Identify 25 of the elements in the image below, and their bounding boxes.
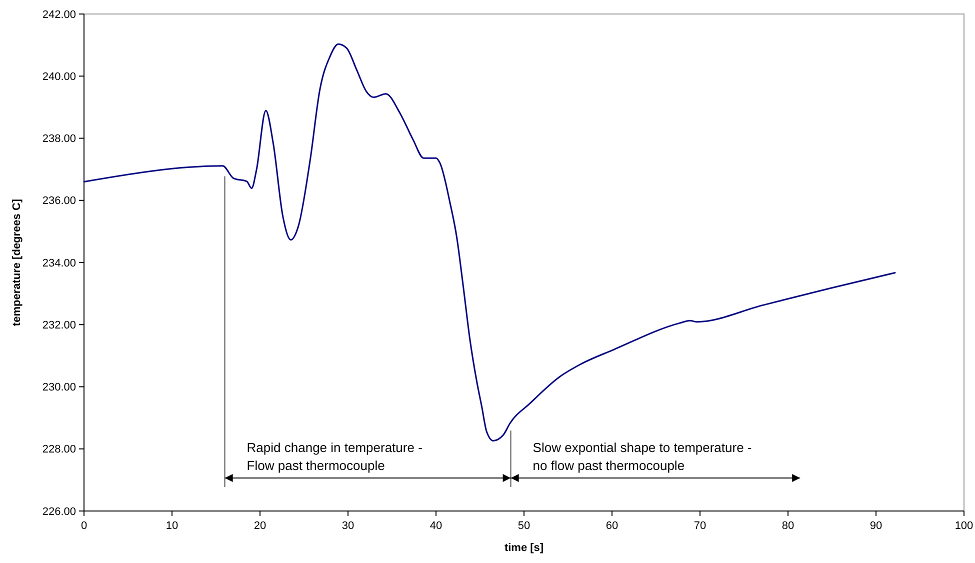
y-axis-title: temperature [degrees C]	[11, 198, 23, 326]
x-tick-label: 60	[606, 520, 618, 532]
x-tick-label: 80	[782, 520, 794, 532]
y-tick-label: 234.00	[42, 257, 76, 270]
x-axis-title: time [s]	[504, 542, 544, 554]
y-tick-label: 230.00	[42, 382, 76, 394]
y-tick-label: 226.00	[42, 506, 76, 518]
y-tick-label: 232.00	[42, 319, 76, 332]
x-tick-label: 10	[166, 520, 178, 532]
y-tick-label: 238.00	[42, 133, 76, 146]
x-tick-label: 100	[954, 520, 974, 532]
x-tick-label: 30	[342, 520, 354, 532]
x-tick-label: 90	[870, 520, 882, 532]
x-tick-label: 0	[80, 520, 88, 532]
y-tick-label: 236.00	[42, 195, 76, 208]
x-tick-label: 70	[694, 520, 706, 532]
annotation: Slow expontial shape to temperature - no flow past thermocouple	[532, 440, 752, 473]
x-tick-label: 40	[430, 520, 442, 532]
y-tick-label: 242.00	[42, 8, 76, 21]
y-tick-label: 228.00	[42, 444, 76, 456]
x-tick-label: 50	[518, 520, 530, 532]
y-tick-label: 240.00	[42, 70, 76, 83]
annotation: Rapid change in temperature - Flow past thermocouple	[246, 440, 422, 473]
line-series	[83, 43, 896, 442]
x-tick-label: 20	[254, 520, 266, 532]
